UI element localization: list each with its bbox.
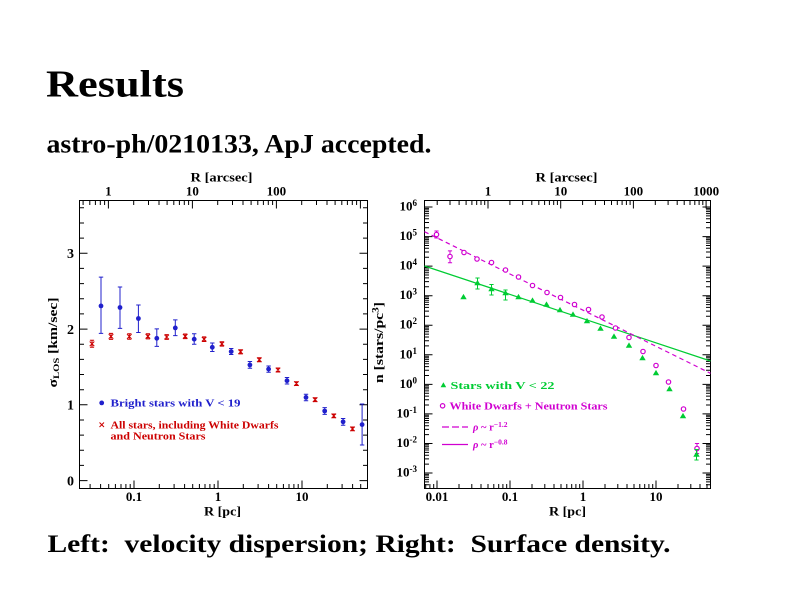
svg-text:10: 10 <box>554 184 567 199</box>
svg-text:3: 3 <box>67 247 74 262</box>
svg-text:100: 100 <box>624 184 644 199</box>
svg-text:Results: Results <box>46 64 184 106</box>
svg-text:0.1: 0.1 <box>126 489 142 504</box>
svg-text:R [pc]: R [pc] <box>204 504 241 519</box>
svg-text:1000: 1000 <box>693 184 719 199</box>
svg-text:0.1: 0.1 <box>502 489 518 504</box>
svg-text:White Dwarfs + Neutron Stars: White Dwarfs + Neutron Stars <box>450 402 608 413</box>
svg-text:and Neutron Stars: and Neutron Stars <box>111 432 206 443</box>
svg-text:0: 0 <box>67 474 74 489</box>
svg-text:10: 10 <box>186 184 199 199</box>
svg-text:Stars with V < 22: Stars with V < 22 <box>451 381 555 392</box>
svg-text:n [stars/pc3]: n [stars/pc3] <box>371 302 387 383</box>
svg-text:All stars, including White Dwa: All stars, including White Dwarfs <box>111 420 279 431</box>
svg-text:1: 1 <box>485 184 492 199</box>
svg-text:Bright stars with V < 19: Bright stars with V < 19 <box>111 399 241 410</box>
svg-text:10: 10 <box>650 489 663 504</box>
svg-text:10: 10 <box>296 489 309 504</box>
svg-text:R [arcsec]: R [arcsec] <box>536 170 598 185</box>
svg-text:1: 1 <box>580 489 587 504</box>
svg-text:astro-ph/0210133, ApJ accepted: astro-ph/0210133, ApJ accepted. <box>47 128 432 158</box>
svg-text:0.01: 0.01 <box>426 489 449 504</box>
svg-text:Left: velocity dispersion; Ri: Left: velocity dispersion; Right: Surfac… <box>48 529 671 558</box>
svg-text:1: 1 <box>105 184 112 199</box>
svg-text:2: 2 <box>67 323 74 338</box>
svg-text:100: 100 <box>267 184 287 199</box>
svg-text:R [pc]: R [pc] <box>549 504 586 519</box>
svg-text:1: 1 <box>215 489 222 504</box>
svg-text:1: 1 <box>67 399 74 414</box>
svg-text:R [arcsec]: R [arcsec] <box>191 170 253 185</box>
